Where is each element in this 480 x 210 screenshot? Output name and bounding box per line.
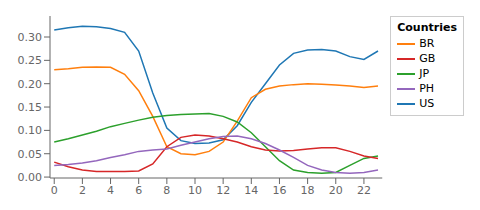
svg-text:2: 2	[79, 184, 86, 197]
svg-text:8: 8	[163, 184, 170, 197]
svg-text:0: 0	[51, 184, 58, 197]
svg-text:0.05: 0.05	[18, 148, 43, 161]
svg-text:16: 16	[272, 184, 286, 197]
html-text:US: US	[419, 97, 435, 110]
svg-text:0.10: 0.10	[18, 124, 43, 137]
svg-text:0.00: 0.00	[18, 171, 43, 184]
html-text:BR: BR	[419, 37, 435, 50]
svg-text:22: 22	[357, 184, 371, 197]
svg-text:18: 18	[301, 184, 315, 197]
svg-text:0.30: 0.30	[18, 31, 43, 44]
svg-text:6: 6	[135, 184, 142, 197]
svg-text:20: 20	[329, 184, 343, 197]
svg-text:10: 10	[188, 184, 202, 197]
svg-text:12: 12	[216, 184, 230, 197]
html-text:GB: GB	[419, 52, 436, 65]
html-text:Countries: Countries	[397, 21, 457, 34]
svg-text:4: 4	[107, 184, 114, 197]
html-text:JP: JP	[419, 67, 430, 80]
svg-text:0.25: 0.25	[18, 54, 43, 67]
svg-text:14: 14	[244, 184, 258, 197]
html-text:PH: PH	[419, 82, 435, 95]
svg-text:0.20: 0.20	[18, 78, 43, 91]
svg-text:0.15: 0.15	[18, 101, 43, 114]
